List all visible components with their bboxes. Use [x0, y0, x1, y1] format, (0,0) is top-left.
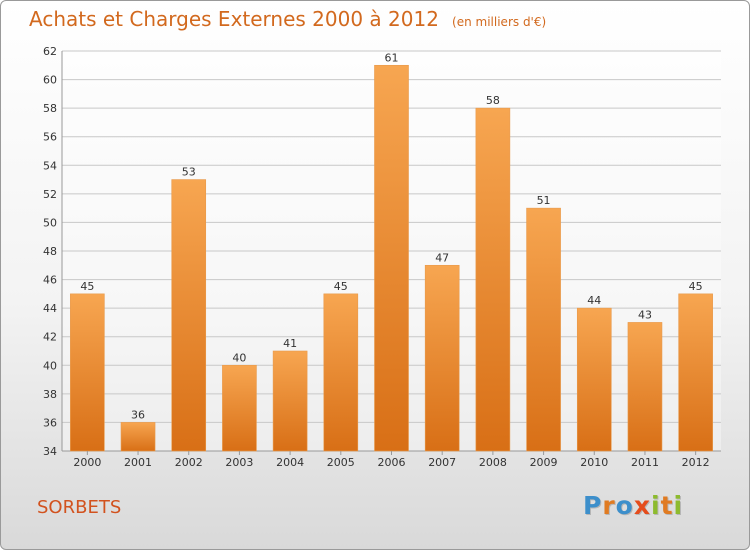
bar-value-label: 61 [385, 51, 399, 64]
bar [678, 293, 713, 452]
x-tick-label: 2002 [175, 456, 203, 469]
bar [120, 422, 156, 452]
y-tick-label: 34 [43, 445, 57, 458]
y-tick-label: 40 [43, 359, 57, 372]
y-tick-label: 38 [43, 388, 57, 401]
bar [323, 293, 359, 452]
bar [171, 179, 207, 452]
x-tick-label: 2011 [631, 456, 659, 469]
bar [627, 322, 663, 452]
bar [222, 364, 257, 452]
bar-value-label: 45 [80, 280, 94, 293]
y-tick-label: 46 [43, 274, 57, 287]
x-tick-label: 2006 [378, 456, 406, 469]
bar [70, 293, 105, 452]
x-tick-label: 2007 [428, 456, 456, 469]
bar [576, 307, 612, 452]
x-tick-label: 2000 [73, 456, 101, 469]
bar-value-label: 43 [638, 308, 652, 321]
logo-letter: i [651, 491, 661, 520]
chart-unit: (en milliers d'€) [452, 15, 547, 29]
bar-value-label: 45 [334, 280, 348, 293]
bar-value-label: 41 [283, 337, 297, 350]
bar-value-label: 44 [587, 294, 601, 307]
y-tick-label: 62 [43, 45, 57, 58]
x-tick-label: 2008 [479, 456, 507, 469]
y-tick-label: 58 [43, 102, 57, 115]
bar-value-label: 47 [435, 251, 449, 264]
y-tick-label: 42 [43, 331, 57, 344]
logo-letter: t [660, 491, 674, 520]
bar-value-label: 36 [131, 408, 145, 421]
bar [475, 107, 511, 452]
y-tick-label: 52 [43, 188, 57, 201]
x-tick-label: 2012 [682, 456, 710, 469]
town-name: SORBETS [37, 497, 122, 518]
bar-value-label: 45 [689, 280, 703, 293]
bar-value-label: 58 [486, 94, 500, 107]
bar-value-label: 51 [537, 194, 551, 207]
chart-title-block: Achats et Charges Externes 2000 à 2012 (… [29, 7, 546, 31]
y-tick-label: 48 [43, 245, 57, 258]
bar [424, 264, 460, 452]
logo-letter: i [673, 491, 684, 520]
y-tick-label: 60 [43, 74, 57, 87]
y-tick-label: 56 [43, 131, 57, 144]
y-tick-label: 50 [43, 216, 57, 229]
chart-title: Achats et Charges Externes 2000 à 2012 [29, 7, 439, 31]
x-tick-label: 2009 [530, 456, 558, 469]
logo-letter: o [615, 491, 634, 520]
y-tick-label: 54 [43, 159, 57, 172]
y-tick-label: 36 [43, 416, 57, 429]
x-tick-label: 2001 [124, 456, 152, 469]
bar [272, 350, 308, 452]
x-tick-label: 2004 [276, 456, 304, 469]
logo-letter: P [583, 491, 603, 520]
bar [374, 64, 409, 452]
x-tick-label: 2010 [580, 456, 608, 469]
x-tick-label: 2005 [327, 456, 355, 469]
logo-letter: r [602, 491, 616, 520]
bar-value-label: 40 [232, 351, 246, 364]
bar [526, 207, 561, 452]
proxiti-logo[interactable]: Proxiti [583, 491, 683, 520]
bar-value-label: 53 [182, 166, 196, 179]
logo-letter: x [633, 491, 651, 520]
x-tick-label: 2003 [225, 456, 253, 469]
y-tick-label: 44 [43, 302, 57, 315]
